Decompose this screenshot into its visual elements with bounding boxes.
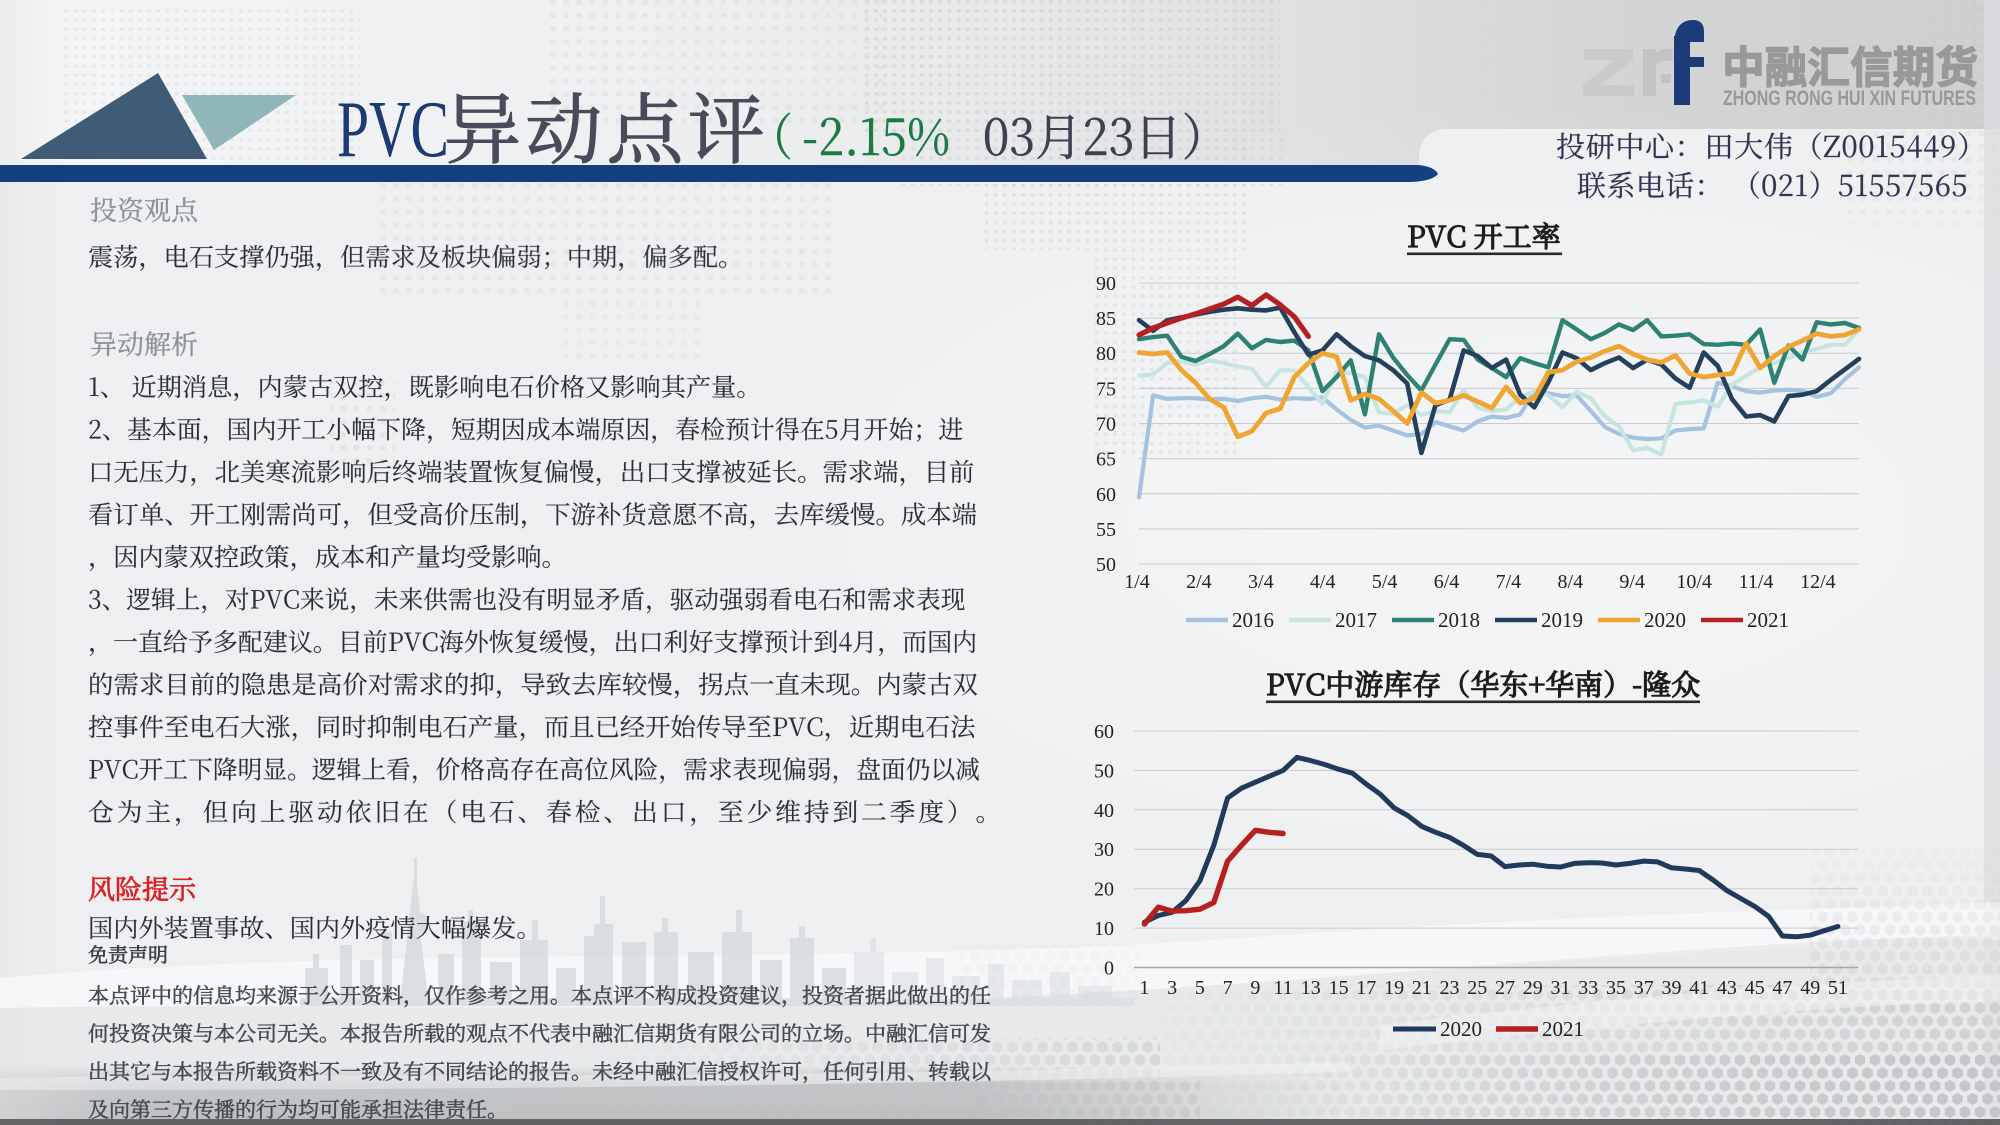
svg-text:70: 70 [1096,414,1116,436]
svg-text:2018: 2018 [1438,608,1480,632]
svg-text:60: 60 [1096,484,1116,506]
svg-text:5: 5 [1195,977,1205,999]
svg-text:2016: 2016 [1232,608,1274,632]
svg-text:21: 21 [1412,977,1432,999]
svg-text:2020: 2020 [1644,608,1686,632]
svg-text:80: 80 [1096,343,1116,365]
svg-text:3: 3 [1167,977,1177,999]
svg-text:10/4: 10/4 [1676,571,1712,593]
svg-text:23: 23 [1440,977,1460,999]
svg-text:ZHONG RONG HUI XIN FUTURES: ZHONG RONG HUI XIN FUTURES [1723,87,1976,110]
svg-text:2017: 2017 [1335,608,1377,632]
svg-text:29: 29 [1523,977,1543,999]
svg-text:9/4: 9/4 [1619,571,1645,593]
svg-text:2019: 2019 [1541,608,1583,632]
svg-text:1: 1 [1139,977,1149,999]
svg-text:19: 19 [1384,977,1404,999]
svg-text:0: 0 [1104,958,1114,980]
svg-text:PVC: PVC [337,86,449,174]
svg-text:60: 60 [1094,721,1114,743]
svg-text:37: 37 [1634,977,1654,999]
svg-text:50: 50 [1096,554,1116,576]
svg-text:49: 49 [1800,977,1820,999]
svg-text:2/4: 2/4 [1186,571,1212,593]
svg-text:2021: 2021 [1747,608,1789,632]
svg-text:27: 27 [1495,977,1515,999]
svg-text:41: 41 [1689,977,1709,999]
svg-text:65: 65 [1096,449,1116,471]
svg-text:33: 33 [1578,977,1598,999]
svg-text:90: 90 [1096,273,1116,295]
svg-text:10: 10 [1094,918,1114,940]
svg-text:3/4: 3/4 [1248,571,1274,593]
svg-text:6/4: 6/4 [1434,571,1460,593]
svg-text:11: 11 [1273,977,1292,999]
svg-text:13: 13 [1301,977,1321,999]
svg-text:9: 9 [1250,977,1260,999]
svg-text:2020: 2020 [1440,1017,1482,1041]
svg-text:55: 55 [1096,519,1116,541]
svg-text:17: 17 [1356,977,1376,999]
svg-text:43: 43 [1717,977,1737,999]
svg-text:47: 47 [1772,977,1792,999]
svg-text:51: 51 [1828,977,1848,999]
svg-text:7/4: 7/4 [1496,571,1522,593]
svg-text:7: 7 [1223,977,1233,999]
svg-text:4/4: 4/4 [1310,571,1336,593]
svg-text:85: 85 [1096,308,1116,330]
svg-text:35: 35 [1606,977,1626,999]
svg-text:1/4: 1/4 [1124,571,1150,593]
svg-text:12/4: 12/4 [1800,571,1836,593]
svg-text:39: 39 [1662,977,1682,999]
svg-text:2021: 2021 [1542,1017,1584,1041]
svg-text:50: 50 [1094,760,1114,782]
svg-text:8/4: 8/4 [1558,571,1584,593]
svg-text:11/4: 11/4 [1739,571,1774,593]
svg-text:75: 75 [1096,378,1116,400]
svg-text:30: 30 [1094,839,1114,861]
svg-text:15: 15 [1329,977,1349,999]
svg-text:5/4: 5/4 [1372,571,1398,593]
svg-text:40: 40 [1094,800,1114,822]
svg-text:31: 31 [1551,977,1571,999]
svg-text:20: 20 [1094,879,1114,901]
svg-text:45: 45 [1745,977,1765,999]
svg-text:25: 25 [1467,977,1487,999]
